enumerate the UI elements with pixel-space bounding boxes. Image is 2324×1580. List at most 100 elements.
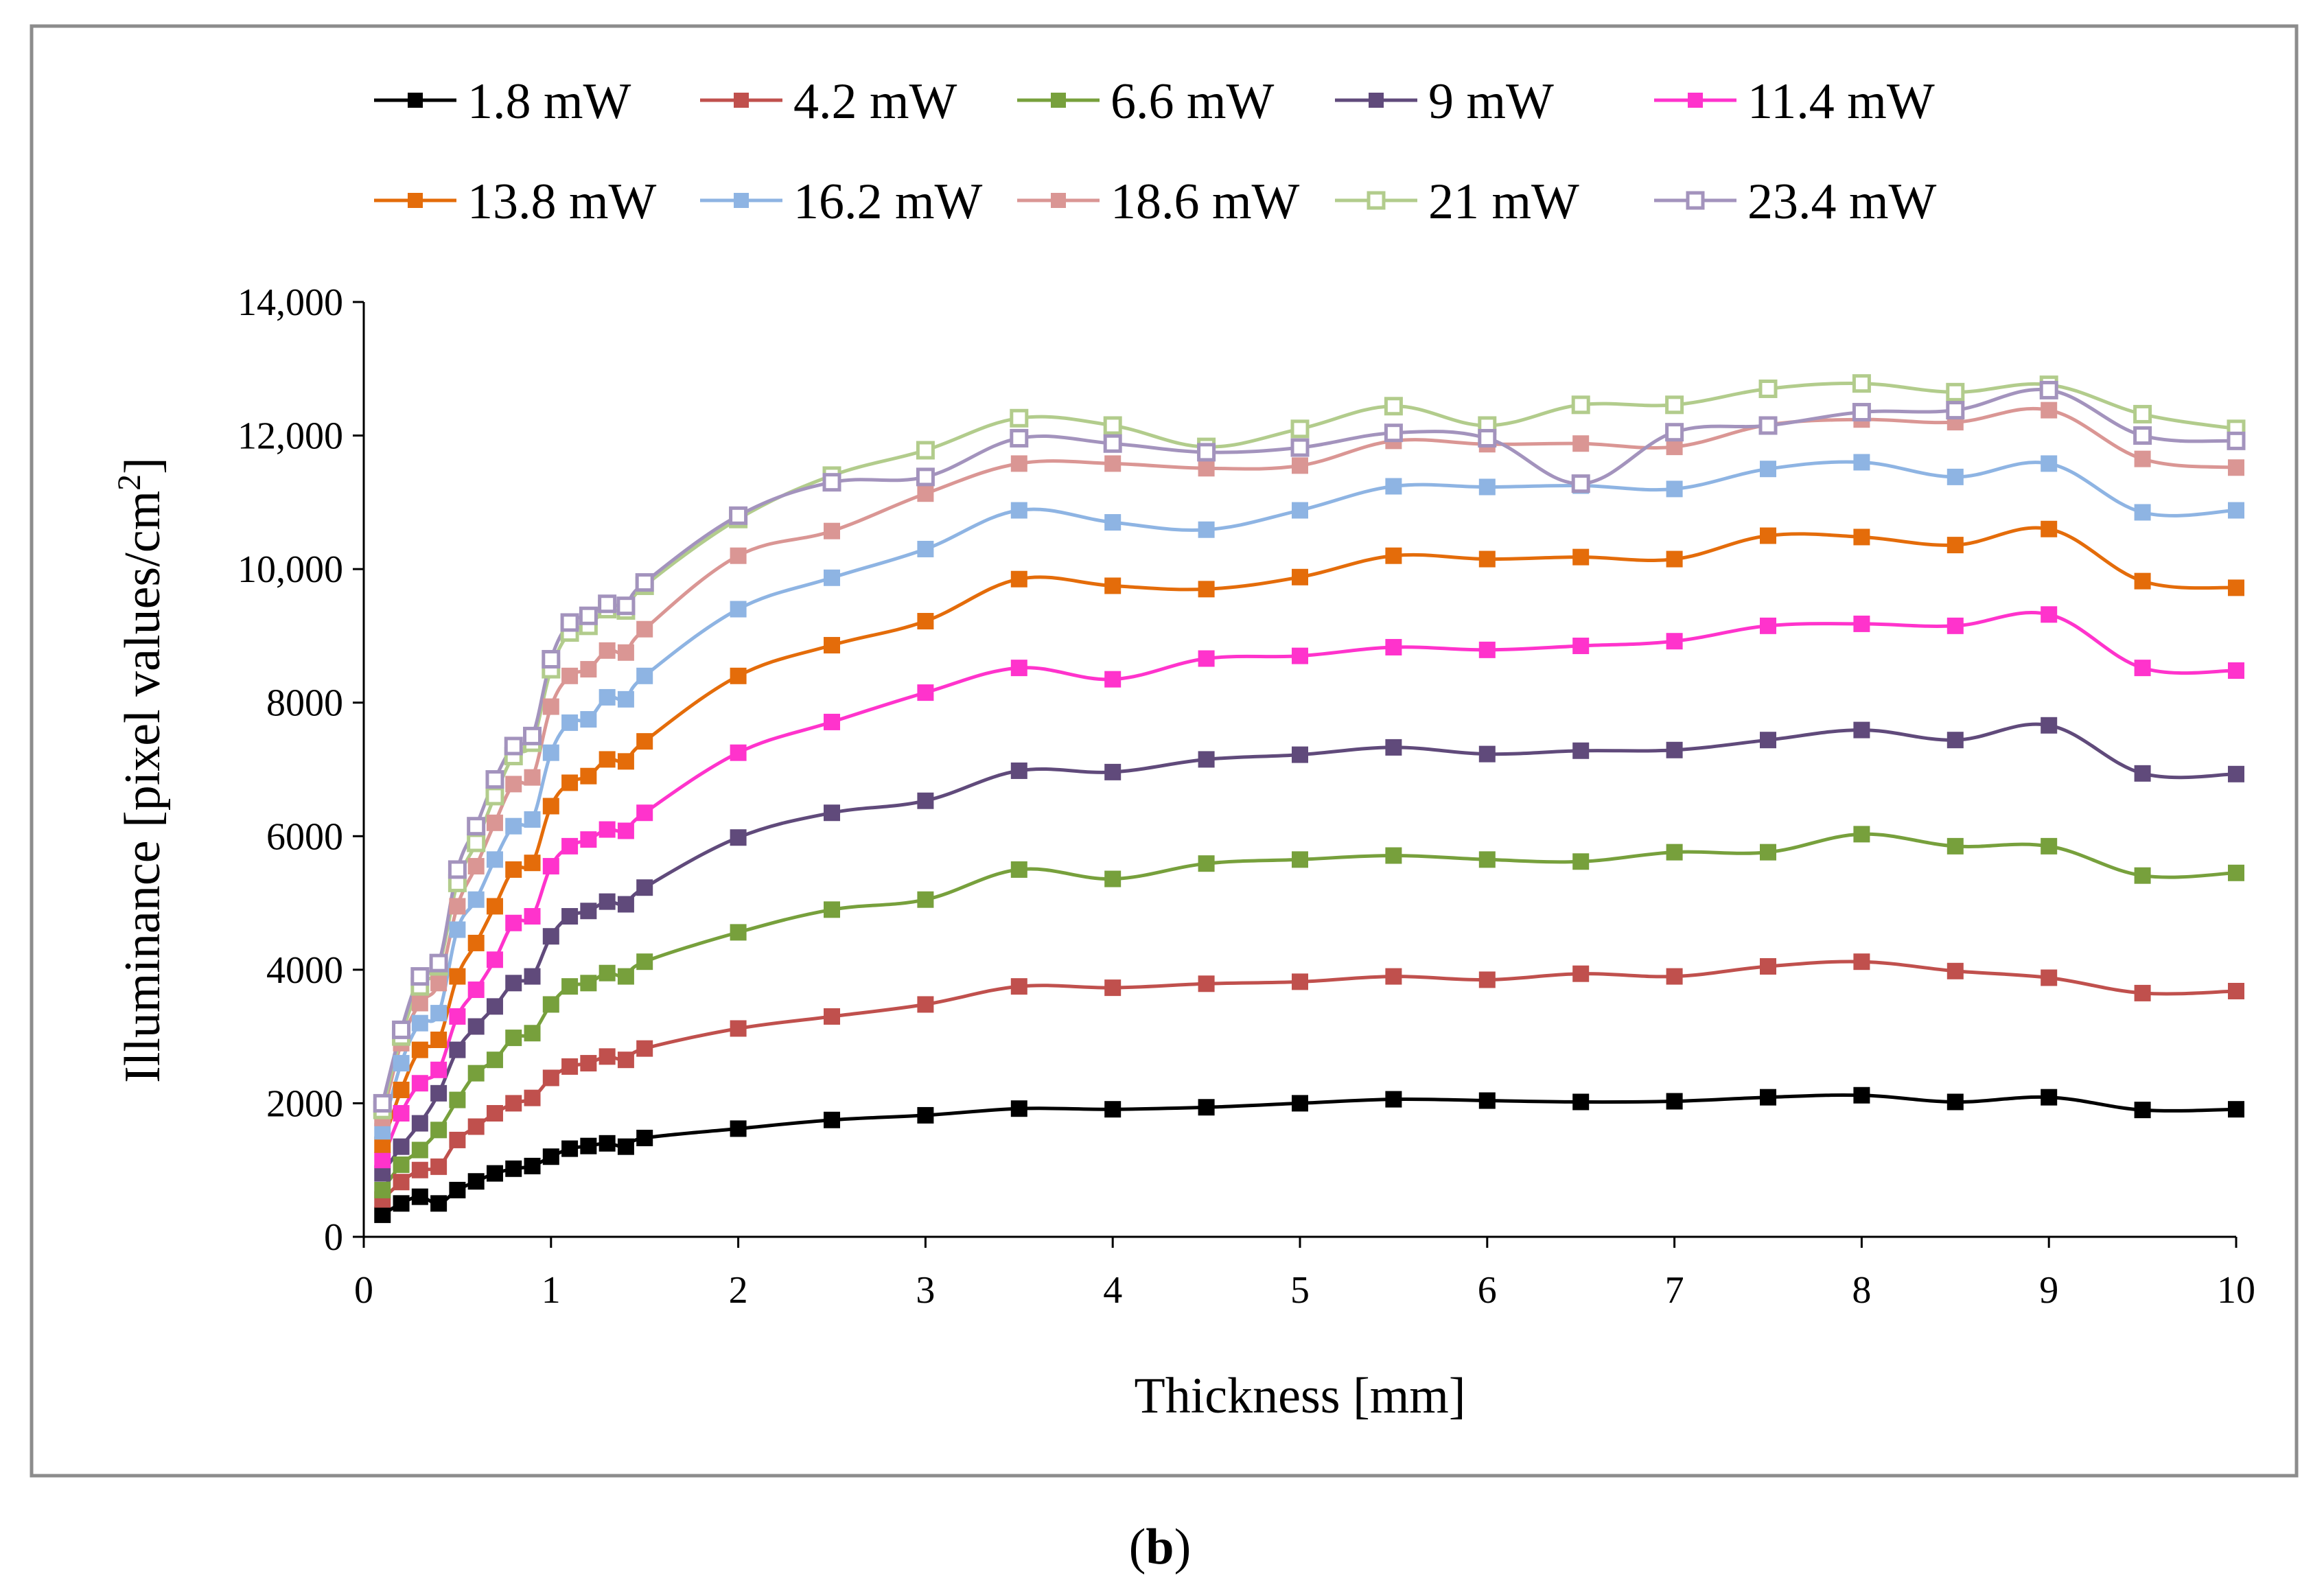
legend-marker <box>408 193 423 208</box>
data-point <box>1758 379 1778 398</box>
data-point <box>617 1138 634 1155</box>
data-point <box>411 1188 428 1205</box>
data-point <box>1292 647 1308 664</box>
data-point <box>430 1158 448 1175</box>
data-point <box>2041 837 2058 855</box>
data-point <box>580 661 597 678</box>
data-point <box>1478 550 1496 568</box>
data-point <box>1853 953 1870 971</box>
data-point <box>542 1148 559 1165</box>
data-point <box>580 1055 597 1072</box>
data-point <box>2134 765 2151 782</box>
data-point <box>617 644 634 661</box>
data-point <box>393 1138 410 1155</box>
data-point <box>505 914 522 931</box>
data-point <box>2228 1101 2244 1118</box>
data-point <box>1852 374 1871 393</box>
data-point <box>824 804 840 822</box>
data-point <box>1947 468 1964 485</box>
data-point <box>1478 428 1497 448</box>
data-point <box>1198 855 1215 872</box>
data-point <box>917 684 934 701</box>
data-point <box>730 1120 747 1137</box>
legend-label: 18.6 mW <box>1111 174 1300 230</box>
data-point <box>2228 459 2244 476</box>
data-point <box>1478 1092 1496 1109</box>
data-point <box>1760 844 1776 861</box>
data-point <box>1853 454 1870 471</box>
data-point <box>1947 837 1964 855</box>
y-tick-label: 2000 <box>266 1082 343 1125</box>
data-point <box>411 1161 428 1178</box>
data-point <box>485 787 504 806</box>
legend-label: 13.8 mW <box>467 174 657 230</box>
data-point <box>1665 395 1684 415</box>
data-point <box>486 1105 503 1122</box>
data-point <box>504 736 523 756</box>
data-point <box>505 975 522 992</box>
data-point <box>599 964 616 981</box>
x-tick-label: 10 <box>2217 1269 2255 1312</box>
data-point <box>1572 1093 1590 1111</box>
data-point <box>524 1089 541 1106</box>
data-point <box>1104 870 1122 887</box>
data-point <box>1572 965 1590 982</box>
data-point <box>580 975 597 992</box>
data-point <box>2134 1102 2151 1119</box>
data-point <box>505 817 522 835</box>
data-point <box>429 953 448 973</box>
data-point <box>617 896 634 913</box>
data-point <box>599 751 616 768</box>
data-point <box>917 792 934 809</box>
data-point <box>2134 660 2151 677</box>
data-point <box>449 921 466 938</box>
data-point <box>730 1020 747 1037</box>
data-point <box>430 1005 448 1022</box>
legend-marker <box>1686 191 1705 210</box>
data-point <box>580 767 597 785</box>
data-point <box>430 975 448 992</box>
legend-marker <box>734 193 749 208</box>
data-point <box>393 1081 410 1098</box>
y-tick-label: 6000 <box>266 815 343 858</box>
data-point <box>599 1135 616 1152</box>
data-point <box>542 798 559 815</box>
data-point <box>524 855 541 872</box>
y-tick-label: 8000 <box>266 682 343 725</box>
data-point <box>1290 419 1310 439</box>
data-point <box>617 968 634 985</box>
data-point <box>411 1141 428 1159</box>
data-point <box>1010 762 1027 779</box>
data-point <box>561 714 579 731</box>
data-point <box>1947 617 1964 634</box>
data-point <box>505 776 522 793</box>
data-point <box>824 713 840 730</box>
data-point <box>916 467 935 487</box>
data-point <box>1666 968 1683 985</box>
data-point <box>486 998 503 1015</box>
caption-open-paren: ( <box>1129 1519 1146 1575</box>
data-point <box>2134 450 2151 467</box>
data-point <box>1947 537 1964 554</box>
data-point <box>542 649 561 669</box>
data-point <box>1666 550 1683 568</box>
data-point <box>1385 847 1402 864</box>
y-axis-title-close: ] <box>115 457 171 474</box>
data-point <box>1572 638 1590 655</box>
x-tick-label: 7 <box>1665 1269 1684 1312</box>
data-point <box>486 1052 503 1069</box>
y-tick-label: 14,000 <box>237 281 343 324</box>
caption-close-paren: ) <box>1174 1519 1192 1575</box>
data-point <box>1478 641 1496 658</box>
data-point <box>2227 431 2246 450</box>
data-point <box>486 951 503 968</box>
chart-frame <box>30 24 2299 1478</box>
x-tick-label: 6 <box>1478 1269 1497 1312</box>
data-point <box>505 1160 522 1177</box>
x-tick-label: 0 <box>354 1269 373 1312</box>
data-point <box>1010 408 1029 428</box>
data-point <box>1010 978 1027 995</box>
legend-marker <box>1051 93 1066 108</box>
data-point <box>561 837 579 855</box>
